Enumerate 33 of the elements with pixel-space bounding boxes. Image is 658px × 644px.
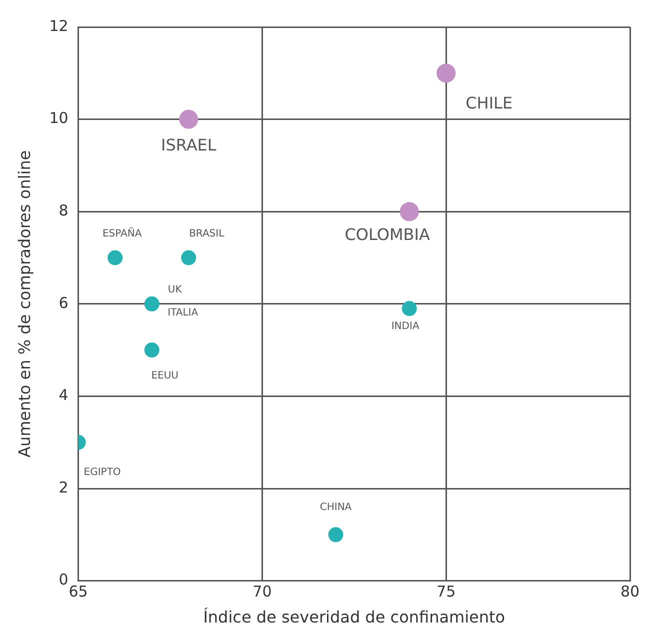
point (402, 301, 417, 316)
x-tick-label: 75 (436, 582, 456, 601)
point (179, 110, 198, 129)
annotation: UK (168, 284, 182, 296)
y-tick-label: 0 (58, 570, 68, 589)
x-tick-label: 70 (252, 582, 272, 601)
point (181, 250, 196, 266)
y-tick-label: 12 (49, 16, 68, 35)
point (436, 64, 456, 83)
annotation: ITALIA (168, 307, 198, 318)
y-tick-label: 6 (58, 294, 68, 312)
y-tick-label: 10 (49, 109, 68, 128)
x-axis-title: Índice de severidad de confinamiento (203, 608, 506, 627)
y-tick-label: 4 (58, 386, 68, 404)
x-tick-label: 65 (68, 582, 88, 601)
annotation: COLOMBIA (344, 224, 430, 244)
y-tick-label: 8 (58, 201, 68, 220)
annotation: EGIPTO (84, 466, 121, 478)
annotation: CHINA (320, 502, 352, 514)
annotation: ISRAEL (160, 135, 216, 154)
x-tick-label: 80 (620, 582, 640, 601)
point (144, 296, 160, 312)
y-tick-label: 2 (58, 478, 68, 496)
point (144, 342, 160, 358)
y-axis-title: Aumento en % de compradores online (14, 150, 34, 458)
annotation: INDIA (391, 321, 420, 332)
annotation: EEUU (151, 370, 178, 382)
annotation: ESPAÑA (102, 226, 142, 240)
point (108, 250, 123, 266)
point (400, 202, 419, 222)
point (328, 527, 344, 542)
annotation: BRASIL (189, 228, 225, 240)
annotation: CHILE (466, 93, 513, 112)
